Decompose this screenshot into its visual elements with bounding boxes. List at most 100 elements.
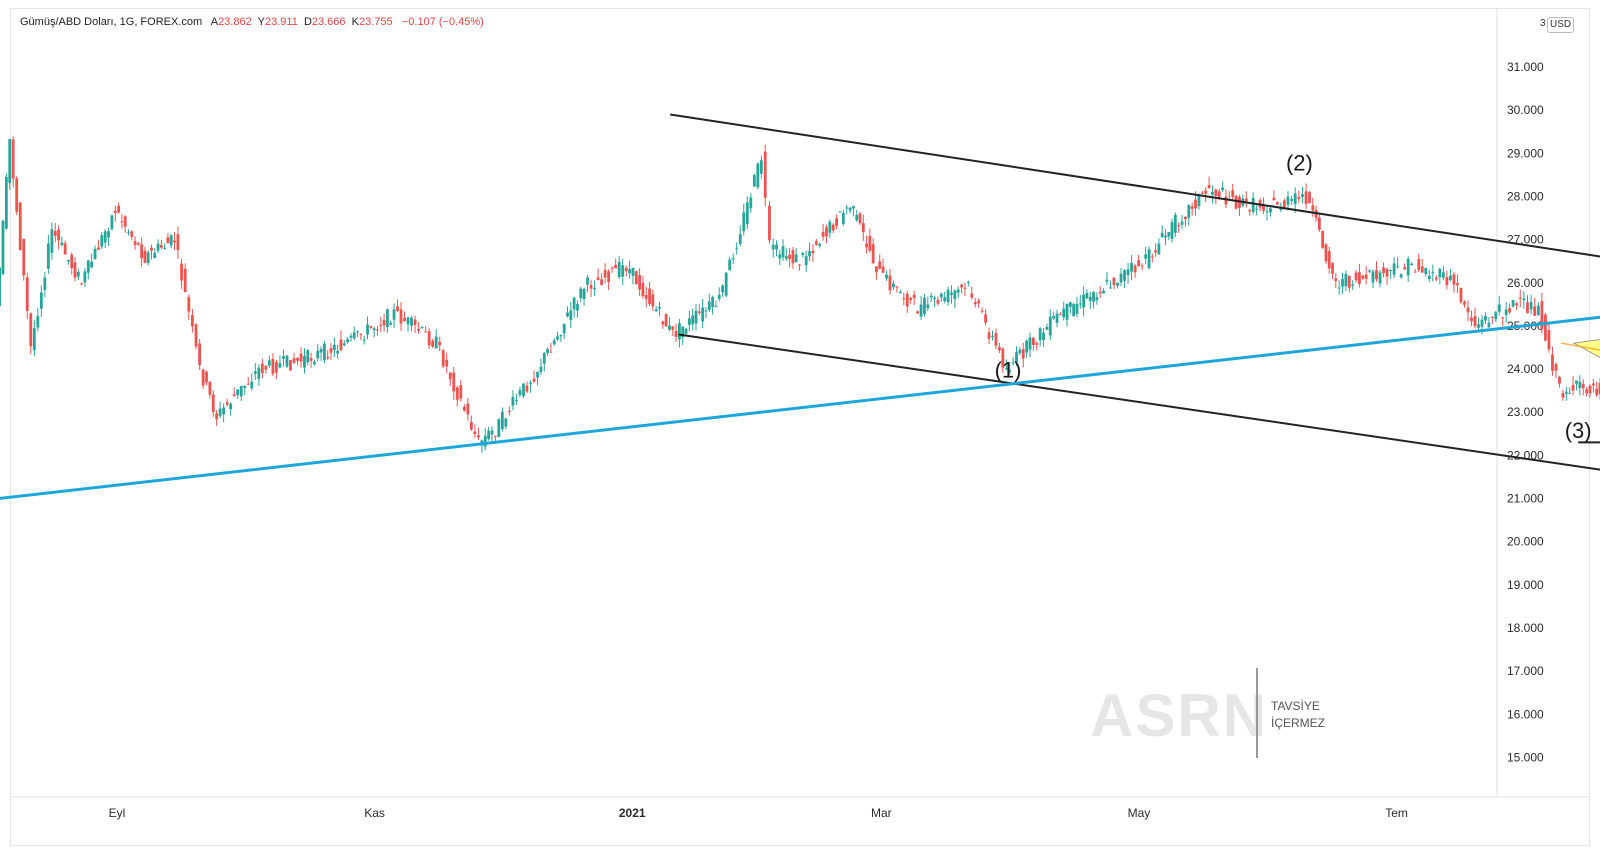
candle-body-216 (631, 267, 635, 277)
candle-body-184 (522, 383, 525, 397)
candle-body-127 (326, 357, 330, 359)
candle-body-350 (1085, 292, 1089, 299)
candle-body-207 (600, 279, 603, 285)
candle-body-370 (1154, 250, 1158, 253)
y-tick-label-14: 29.000 (1507, 146, 1544, 160)
candle-body-298 (909, 297, 913, 300)
candle-body-469 (1494, 312, 1498, 320)
chart-frame (10, 8, 1590, 846)
candle-body-408 (1282, 200, 1286, 208)
candle-body-123 (313, 361, 316, 365)
candle-body-413 (1301, 194, 1304, 198)
candle-body-218 (638, 275, 641, 290)
candle-body-330 (1018, 349, 1022, 354)
candle-body-377 (1177, 225, 1181, 227)
candle-body-107 (257, 367, 261, 379)
candle-body-97 (222, 407, 226, 415)
candle-body-248 (738, 234, 742, 244)
candle-body-146 (389, 322, 393, 325)
candle-body-328 (1011, 362, 1015, 364)
candle-body-264 (794, 254, 798, 263)
candle-body-272 (821, 231, 825, 237)
candle-body-456 (1449, 275, 1452, 281)
candle-body-489 (1564, 391, 1568, 394)
symbol-title[interactable]: Gümüş/ABD Doları, 1G, FOREX.com (20, 16, 203, 28)
candle-body-48 (57, 229, 60, 241)
candle-body-316 (970, 293, 974, 298)
currency-prefix: 3 (1540, 18, 1546, 29)
candle-body-49 (60, 242, 64, 246)
candle-body-404 (1269, 208, 1272, 213)
candle-body-432 (1364, 274, 1368, 279)
candle-body-304 (929, 295, 933, 298)
candle-body-393 (1231, 190, 1235, 197)
y-tick-label-9: 24.000 (1507, 362, 1544, 376)
currency-button[interactable]: USD (1547, 17, 1575, 33)
candle-body-311 (953, 290, 957, 300)
candle-body-439 (1389, 270, 1392, 272)
watermark-line-1: TAVSİYE (1271, 699, 1320, 713)
candle-body-309 (946, 289, 950, 303)
candle-body-214 (624, 267, 628, 271)
candle-body-241 (714, 305, 718, 307)
candle-body-182 (515, 399, 518, 401)
candle-body-66 (117, 205, 121, 213)
candle-body-179 (504, 418, 508, 427)
candle-body-150 (403, 317, 406, 322)
candle-body-438 (1385, 268, 1389, 277)
candle-body-61 (100, 235, 104, 247)
candle-body-453 (1438, 269, 1442, 278)
candle-body-229 (674, 330, 678, 337)
candle-body-407 (1279, 208, 1283, 210)
candle-body-47 (53, 231, 57, 236)
candle-body-352 (1092, 292, 1095, 302)
candle-body-88 (191, 315, 194, 327)
candle-body-211 (614, 264, 618, 269)
y-tick-label-2: 17.000 (1507, 664, 1544, 678)
candle-body-198 (569, 310, 573, 321)
candle-body-72 (136, 242, 140, 245)
candle-body-283 (858, 213, 862, 224)
candle-body-359 (1116, 282, 1119, 286)
candle-body-46 (50, 229, 54, 253)
candle-body-164 (452, 372, 456, 392)
candle-body-387 (1211, 192, 1214, 195)
candle-body-289 (878, 261, 882, 269)
candle-body-313 (960, 284, 963, 288)
candle-body-440 (1392, 263, 1396, 275)
candle-body-65 (113, 210, 117, 213)
candle-body-360 (1119, 273, 1123, 283)
candle-body-44 (43, 277, 47, 290)
candle-body-288 (875, 266, 878, 273)
candle-body-178 (500, 411, 504, 430)
candle-body-276 (835, 218, 838, 226)
candle-body-113 (278, 363, 282, 368)
candle-body-462 (1470, 317, 1473, 322)
candle-body-31 (0, 267, 2, 306)
candle-body-196 (562, 323, 566, 334)
candle-body-436 (1378, 272, 1382, 284)
candle-body-243 (721, 285, 725, 293)
candle-body-497 (1591, 383, 1595, 386)
candle-body-208 (603, 270, 607, 278)
candle-body-363 (1130, 263, 1133, 272)
candle-body-200 (576, 303, 579, 311)
candle-body-256 (768, 205, 771, 241)
candle-body-254 (759, 160, 763, 174)
candle-body-278 (841, 212, 845, 224)
candle-body-76 (150, 247, 153, 251)
candle-body-86 (183, 268, 187, 293)
candle-body-152 (410, 317, 413, 326)
candle-body-472 (1504, 309, 1508, 316)
candle-body-391 (1224, 196, 1228, 205)
low-label: D (303, 16, 312, 28)
candle-body-357 (1109, 287, 1112, 289)
candle-body-435 (1375, 270, 1378, 280)
candle-body-193 (552, 340, 556, 345)
candle-body-35 (11, 139, 15, 179)
candle-body-109 (264, 365, 268, 370)
candle-body-402 (1262, 205, 1265, 211)
candle-body-481 (1536, 305, 1540, 315)
candle-body-457 (1452, 274, 1456, 285)
